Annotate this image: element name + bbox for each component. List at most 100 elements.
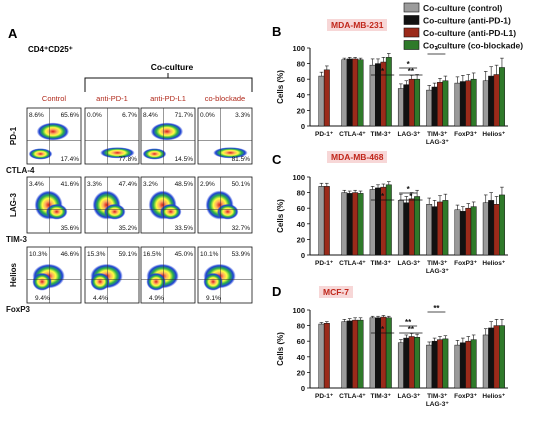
bar: [499, 67, 505, 127]
bar: [488, 75, 495, 127]
y-tick-label: 0: [301, 122, 305, 131]
y-tick-label: 20: [297, 368, 305, 377]
bar: [341, 321, 348, 389]
significance-mark: *: [381, 325, 385, 334]
bar: [470, 339, 477, 389]
bar: [352, 58, 359, 127]
y-tick-label: 0: [301, 384, 305, 393]
bar: [341, 192, 348, 256]
flow-plot: 2.9% 50.1% 32.7%: [197, 176, 253, 234]
category-label: LAG-3⁺: [426, 401, 450, 408]
flow-plot: 15.3% 59.1% 4.4%: [84, 246, 140, 304]
bar: [323, 186, 330, 256]
density-blob: [150, 122, 184, 141]
flow-plot: 8.6% 65.6% 17.4%: [26, 107, 82, 165]
bar: [323, 323, 330, 389]
category-label: LAG-3⁺: [426, 139, 450, 146]
flow-plot: 16.5% 45.0% 4.9%: [140, 246, 196, 304]
category-label: LAG-3⁺: [398, 260, 422, 267]
category-label: LAG-3⁺: [426, 268, 450, 275]
bar: [414, 196, 421, 256]
quadrant-ur: 46.6%: [61, 251, 80, 258]
bar: [488, 200, 495, 256]
bar-chart: MDA-MB-231 0 20 40 60 80 100 Cells (%) PD-1⁺ CTLA…: [276, 19, 508, 146]
bar: [488, 327, 495, 389]
flow-plot: 0.0% 6.7% 77.8%: [84, 107, 140, 165]
chart-title-bg: [327, 151, 387, 163]
significance-mark: **: [405, 318, 412, 327]
quadrant-ur: 65.6%: [61, 112, 80, 119]
quadrant-ul: 3.2%: [143, 181, 158, 188]
bar: [414, 78, 421, 127]
bar: [459, 211, 466, 256]
bar: [403, 337, 410, 389]
bar: [357, 59, 364, 127]
bar: [465, 340, 472, 389]
coculture-title: Co-culture: [151, 62, 194, 72]
y-tick-label: 60: [297, 337, 305, 346]
quadrant-lr: 81.5%: [232, 156, 251, 163]
bar: [482, 80, 489, 127]
bar: [459, 81, 466, 127]
bar: [375, 63, 381, 127]
quadrant-ur: 48.5%: [175, 181, 194, 188]
y-tick-label: 20: [297, 235, 305, 244]
quadrant-ur: 53.9%: [232, 251, 251, 258]
bar: [437, 82, 443, 127]
bar: [454, 344, 461, 389]
chart-title-bg: [327, 19, 387, 31]
density-blob: [103, 203, 126, 220]
bar: [470, 78, 477, 127]
density-blob: [45, 203, 68, 220]
flow-plot: 3.4% 41.6% 35.6%: [26, 176, 82, 234]
y-tick-label: 100: [292, 44, 305, 53]
significance-mark: **: [408, 67, 415, 76]
condition-label: anti-PD-L1: [150, 94, 186, 103]
quadrant-ul: 3.4%: [29, 181, 44, 188]
chart-title-bg: [319, 286, 353, 298]
quadrant-lr: 14.5%: [175, 156, 194, 163]
y-tick-label: 80: [297, 60, 305, 69]
quadrant-ul: 0.0%: [200, 112, 215, 119]
y-axis-label: Cells (%): [276, 199, 285, 233]
quadrant-ul: 8.4%: [143, 112, 158, 119]
density-blob: [90, 272, 110, 291]
panel-label-c: C: [272, 152, 282, 167]
bar: [426, 204, 433, 256]
y-tick-label: 40: [297, 91, 305, 100]
bar: [346, 58, 353, 127]
quadrant-ll: 9.4%: [35, 295, 50, 302]
quadrant-ur: 41.6%: [61, 181, 80, 188]
bar: [318, 186, 325, 256]
significance-mark: *: [381, 67, 385, 76]
significance-mark: *: [407, 185, 411, 194]
legend-swatch: [403, 15, 420, 25]
bar: [482, 334, 489, 389]
quadrant-ul: 2.9%: [200, 181, 215, 188]
chart-title: MDA-MB-231: [331, 20, 384, 30]
panel-label-a: A: [8, 26, 18, 41]
density-blob: [159, 203, 182, 220]
flow-plot: 8.4% 71.7% 14.5%: [140, 107, 196, 165]
x-marker-label: CTLA-4: [6, 166, 35, 175]
bar: [318, 75, 325, 127]
category-label: TIM-3⁺: [371, 393, 392, 400]
quadrant-ur: 50.1%: [232, 181, 251, 188]
density-blob: [213, 147, 248, 159]
legend-label: Co-culture (anti-PD-1): [423, 16, 511, 26]
category-label: LAG-3⁺: [398, 393, 422, 400]
chart-title: MCF-7: [323, 287, 349, 297]
flow-plot: 0.0% 3.3% 81.5%: [197, 107, 253, 165]
coculture-bracket: [84, 77, 253, 92]
y-tick-label: 100: [292, 173, 305, 182]
legend-label: Co-culture (anti-PD-L1): [423, 28, 516, 38]
quadrant-ur: 45.0%: [175, 251, 194, 258]
y-tick-label: 40: [297, 220, 305, 229]
bar: [385, 57, 392, 127]
bar: [403, 84, 410, 127]
y-tick-label: 60: [297, 75, 305, 84]
bar: [357, 319, 364, 389]
bar: [437, 339, 443, 389]
bar: [493, 325, 500, 389]
x-marker-label: FoxP3: [6, 305, 31, 314]
